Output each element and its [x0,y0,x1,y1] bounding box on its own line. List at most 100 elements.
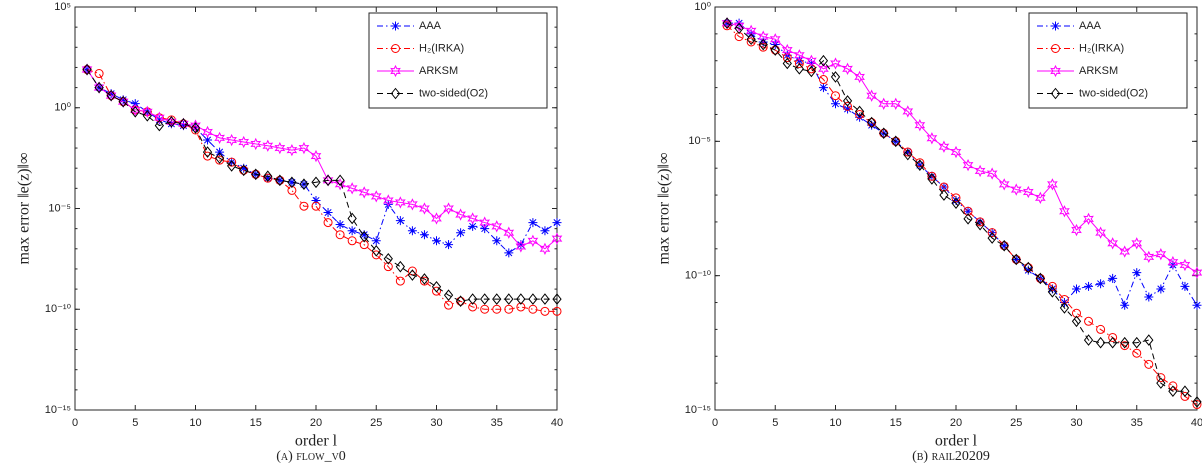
marker [1095,336,1106,349]
marker [479,216,491,229]
marker [1035,272,1045,285]
circle [323,218,333,228]
marker [299,201,309,211]
hexagram [1155,248,1167,261]
marker [347,236,357,246]
hexagram [1083,212,1094,226]
circle [1084,316,1094,326]
diamond [927,173,937,185]
marker [358,186,370,199]
y-axis-label: max error ‖e(z)‖∞ [16,153,33,265]
diamond [504,293,514,305]
marker [1095,226,1106,239]
marker [106,89,116,102]
marker [1155,248,1167,261]
marker [178,121,188,131]
asterisk [1132,268,1142,278]
marker [334,178,346,191]
asterisk [106,89,116,99]
marker [359,230,369,243]
circle [1096,324,1106,334]
hexagram [1035,191,1046,204]
x-axis-label: order l [935,433,978,450]
diamond [903,148,913,161]
diamond [94,81,104,94]
marker [1180,385,1190,398]
legend-label: H₂(IRKA) [1079,42,1124,54]
diamond [987,232,997,244]
hexagram [395,196,406,209]
marker [1191,266,1202,279]
diamond [202,146,213,158]
circle [528,304,538,314]
diamond [419,273,430,285]
asterisk [951,195,961,205]
marker [395,216,405,226]
diamond [830,71,841,83]
hexagram [1022,185,1034,199]
marker [818,54,829,67]
marker [214,131,225,145]
x-tick-label: 40 [1191,417,1202,429]
marker [286,143,298,157]
marker [178,117,189,130]
marker [94,69,104,79]
series-line [86,69,557,312]
marker [467,212,478,225]
marker [215,147,225,157]
marker [938,140,950,153]
diamond [540,293,550,305]
asterisk [552,218,562,228]
diamond [492,293,502,305]
hexagram [998,178,1010,191]
marker [202,125,213,139]
asterisk [118,95,128,105]
hexagram [1010,183,1022,196]
hexagram [238,135,250,149]
marker [390,87,401,100]
hexagram [974,164,986,178]
hexagram [1047,178,1058,191]
hexagram [455,208,466,221]
diamond [975,218,985,231]
marker [528,304,538,314]
marker [999,241,1009,251]
hexagram [298,141,310,155]
marker [1179,258,1191,272]
circle [335,230,345,240]
diamond [275,174,285,187]
marker [843,104,853,114]
hexagram [346,182,358,195]
asterisk [963,206,973,216]
hexagram [854,70,865,84]
marker [830,57,841,70]
asterisk [1108,273,1118,283]
y-tick-label: 10⁰ [694,1,711,13]
asterisk [843,104,853,114]
marker [214,152,225,164]
marker [903,147,913,157]
hexagram [866,89,877,102]
marker [1108,332,1118,342]
hexagram [757,30,769,43]
marker [226,133,237,147]
marker [129,103,141,116]
x-tick-label: 25 [1010,417,1022,429]
marker [118,95,128,105]
hexagram [1167,255,1179,269]
marker [806,58,816,68]
marker [298,141,310,155]
asterisk [492,236,502,246]
marker [395,260,405,273]
diamond [443,289,454,301]
marker [782,57,792,70]
asterisk [831,99,840,109]
hexagram [431,212,442,225]
caption: (a) flow_v0 [276,449,346,464]
marker [390,64,401,78]
marker [962,158,974,172]
hexagram [938,140,950,153]
circle [504,304,514,314]
series-line [726,22,1198,274]
marker [1120,341,1130,351]
